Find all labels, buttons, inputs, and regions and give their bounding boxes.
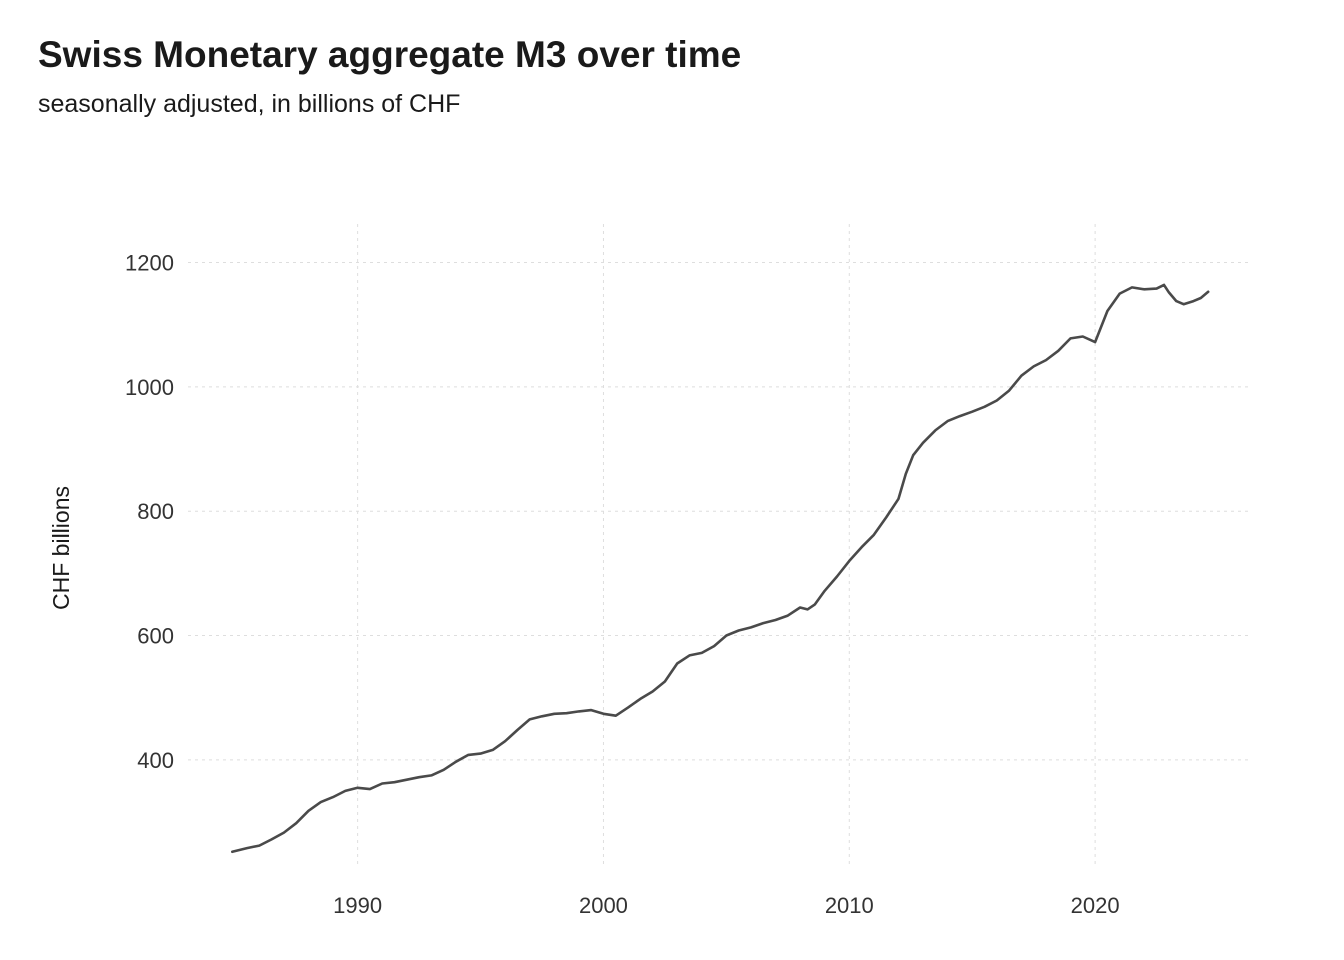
m3-series-line: [231, 283, 1210, 854]
series-layer: [231, 283, 1210, 854]
chart-title: Swiss Monetary aggregate M3 over time: [38, 34, 742, 75]
x-tick-label: 2020: [1071, 893, 1120, 918]
x-tick-label: 1990: [333, 893, 382, 918]
x-tick-label: 2010: [825, 893, 874, 918]
y-tick-label: 600: [137, 624, 174, 649]
x-axis-ticks: 1990 2000 2010 2020: [333, 893, 1119, 918]
chart-subtitle: seasonally adjusted, in billions of CHF: [38, 90, 461, 118]
y-tick-label: 1000: [125, 375, 174, 400]
grid-lines: [188, 224, 1250, 868]
x-tick-label: 2000: [579, 893, 628, 918]
y-tick-label: 400: [137, 748, 174, 773]
y-tick-label: 1200: [125, 251, 174, 276]
y-axis-ticks: 400 600 800 1000 1200: [125, 251, 174, 773]
y-axis-title: CHF billions: [48, 486, 74, 610]
y-tick-label: 800: [137, 499, 174, 524]
